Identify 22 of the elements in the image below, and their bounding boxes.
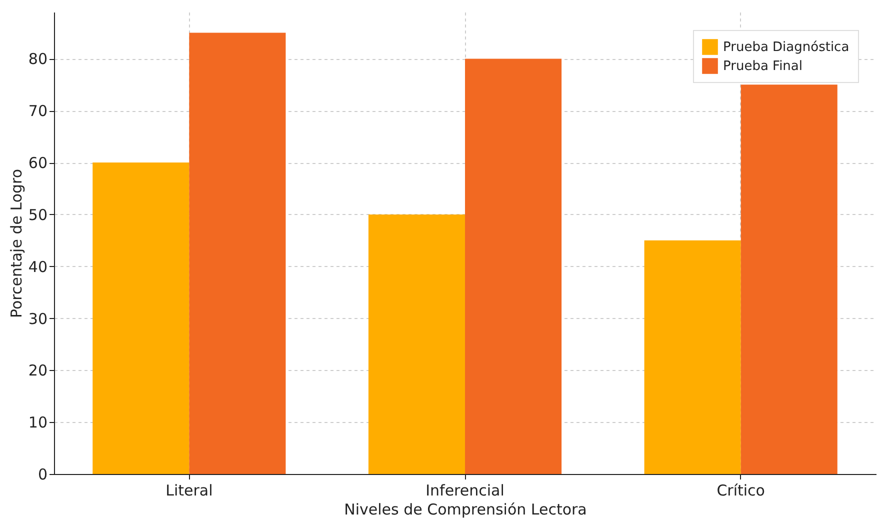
y-tick-label: 10 [28, 414, 48, 432]
y-tick-label: 60 [28, 154, 48, 172]
y-tick-label: 30 [28, 310, 48, 328]
bar [465, 58, 562, 474]
bar [189, 32, 286, 474]
bar [92, 162, 190, 474]
x-tick-label: Inferencial [426, 482, 504, 500]
bar [368, 214, 465, 474]
bar [740, 84, 838, 474]
y-tick-label: 70 [28, 102, 48, 120]
y-tick-label: 0 [38, 466, 48, 484]
x-axis-title: Niveles de Comprensión Lectora [344, 500, 587, 518]
y-tick-label: 20 [28, 362, 48, 380]
legend-label: Prueba Final [723, 59, 803, 74]
x-tick-label: Literal [166, 482, 213, 500]
y-tick-label: 40 [28, 258, 48, 276]
legend-label: Prueba Diagnóstica [723, 40, 850, 55]
y-tick-label: 80 [28, 50, 48, 68]
bar [644, 240, 741, 474]
y-tick-label: 50 [28, 206, 48, 224]
x-tick-label: Crítico [716, 482, 765, 500]
y-axis-title: Porcentaje de Logro [7, 168, 26, 318]
